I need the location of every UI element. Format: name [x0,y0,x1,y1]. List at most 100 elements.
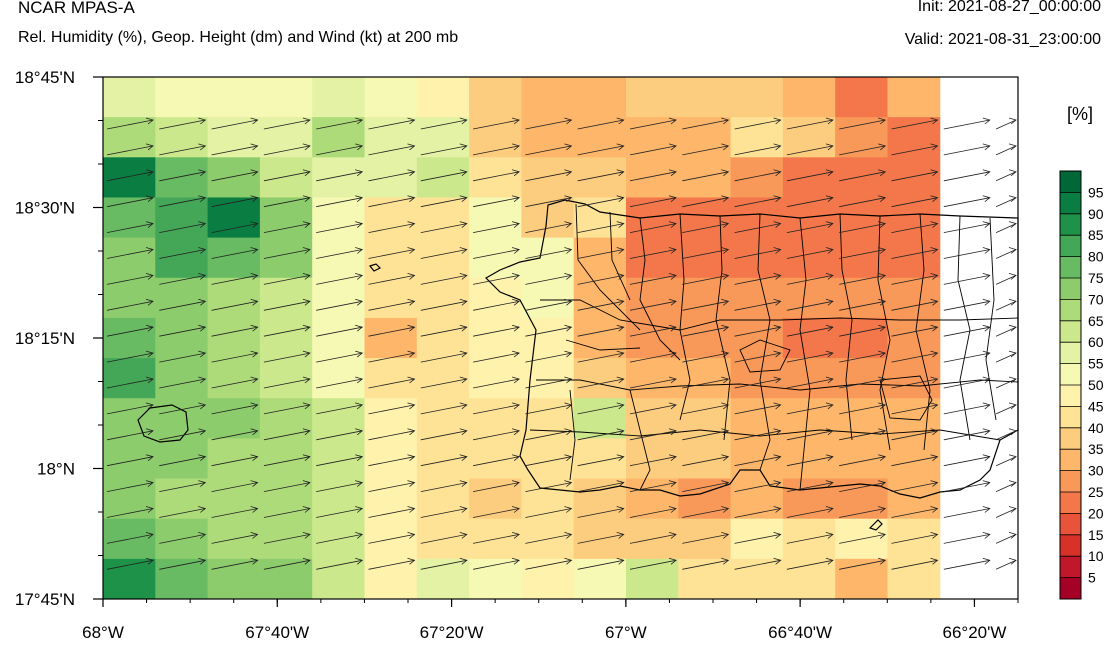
wind-arrow [368,273,416,285]
wind-arrow [629,324,677,337]
humidity-cell [103,438,156,480]
humidity-cell [835,558,888,600]
wind-arrow [682,324,730,337]
init-time: Init: 2021-08-27_00:00:00 [917,0,1101,15]
colorbar-swatch [1060,363,1081,386]
wind-arrow [473,247,520,259]
wind-arrow [891,169,939,182]
wind-arrow [368,506,416,518]
humidity-cell [259,117,313,158]
humidity-cell [573,398,627,439]
humidity-cell [835,438,888,480]
wind-arrow [159,298,207,311]
humidity-cell [730,438,784,480]
wind-arrow [316,169,364,182]
y-tick-label: 18°30'N [15,199,75,218]
colorbar-label: 50 [1088,377,1104,393]
wind-arrow [629,247,677,259]
humidity-cell [312,157,365,198]
humidity-cell [207,478,261,520]
wind-arrow [106,428,154,441]
humidity-cell [835,77,888,118]
y-tick-label: 18°15'N [15,329,75,348]
humidity-cell [678,277,732,319]
wind-arrow [839,195,887,208]
wind-arrow [316,376,364,389]
wind-arrow [316,324,364,337]
wind-arrow [525,350,573,363]
wind-arrow [473,557,520,570]
wind-arrow [577,298,625,311]
wind-arrow [420,324,468,337]
wind-arrow [943,350,991,363]
colorbar-swatch [1060,342,1081,364]
humidity-cell [730,558,784,600]
wind-arrow [734,247,782,259]
wind-arrow [786,532,834,544]
colorbar-label: 75 [1088,270,1104,286]
wind-arrow [159,350,207,363]
wind-arrow [211,480,259,492]
humidity-cell [312,398,365,439]
colorbar-swatch [1060,278,1081,300]
wind-arrow [420,247,468,259]
humidity-cell [312,77,365,118]
wind-arrow [786,324,834,337]
humidity-cell [103,117,156,158]
wind-arrow [525,376,573,389]
wind-arrow [368,117,416,130]
humidity-cell [207,358,261,399]
humidity-cell [364,478,418,520]
wind-arrow [211,273,259,285]
humidity-cell [259,277,313,319]
wind-arrow [525,480,573,492]
wind-arrow [995,273,1017,285]
wind-arrow [420,298,468,311]
wind-arrow [263,324,311,337]
wind-arrow [839,298,887,311]
wind-arrow [106,221,154,233]
wind-arrow [734,557,782,570]
wind-arrow [159,195,207,208]
humidity-cell [364,398,418,439]
humidity-cell [103,478,156,520]
wind-arrow [473,221,520,233]
humidity-cell [259,77,313,118]
wind-arrow [891,350,939,363]
humidity-cell [521,117,575,158]
wind-arrow [891,480,939,492]
wind-arrow [473,532,520,544]
wind-arrow [525,143,573,156]
wind-arrow [263,376,311,389]
wind-arrow [682,143,730,156]
colorbar-swatch [1060,299,1081,322]
wind-arrow [629,532,677,544]
wind-arrow [995,350,1017,363]
wind-arrow [316,480,364,492]
wind-arrow [159,143,207,156]
wind-arrow [159,221,207,233]
humidity-cell [207,277,261,319]
wind-arrow [263,117,311,130]
wind-arrow [263,195,311,208]
colorbar-label: 45 [1088,398,1104,414]
wind-arrow [420,195,468,208]
y-tick-label: 18°N [37,460,75,479]
wind-arrow [577,117,625,130]
humidity-cell [573,438,627,480]
wind-arrow [577,428,625,441]
mona-island [137,404,189,443]
wind-arrow [995,247,1017,259]
small-island-south [868,519,883,531]
humidity-cell [312,438,365,480]
colorbar-label: 60 [1088,334,1104,350]
wind-arrow [786,506,834,518]
wind-arrow [734,350,782,363]
colorbar-label: 55 [1088,356,1104,372]
wind-arrow [943,143,991,156]
wind-arrow [786,454,834,467]
wind-arrow [891,324,939,337]
humidity-cell [782,478,836,520]
wind-arrow [263,557,311,570]
